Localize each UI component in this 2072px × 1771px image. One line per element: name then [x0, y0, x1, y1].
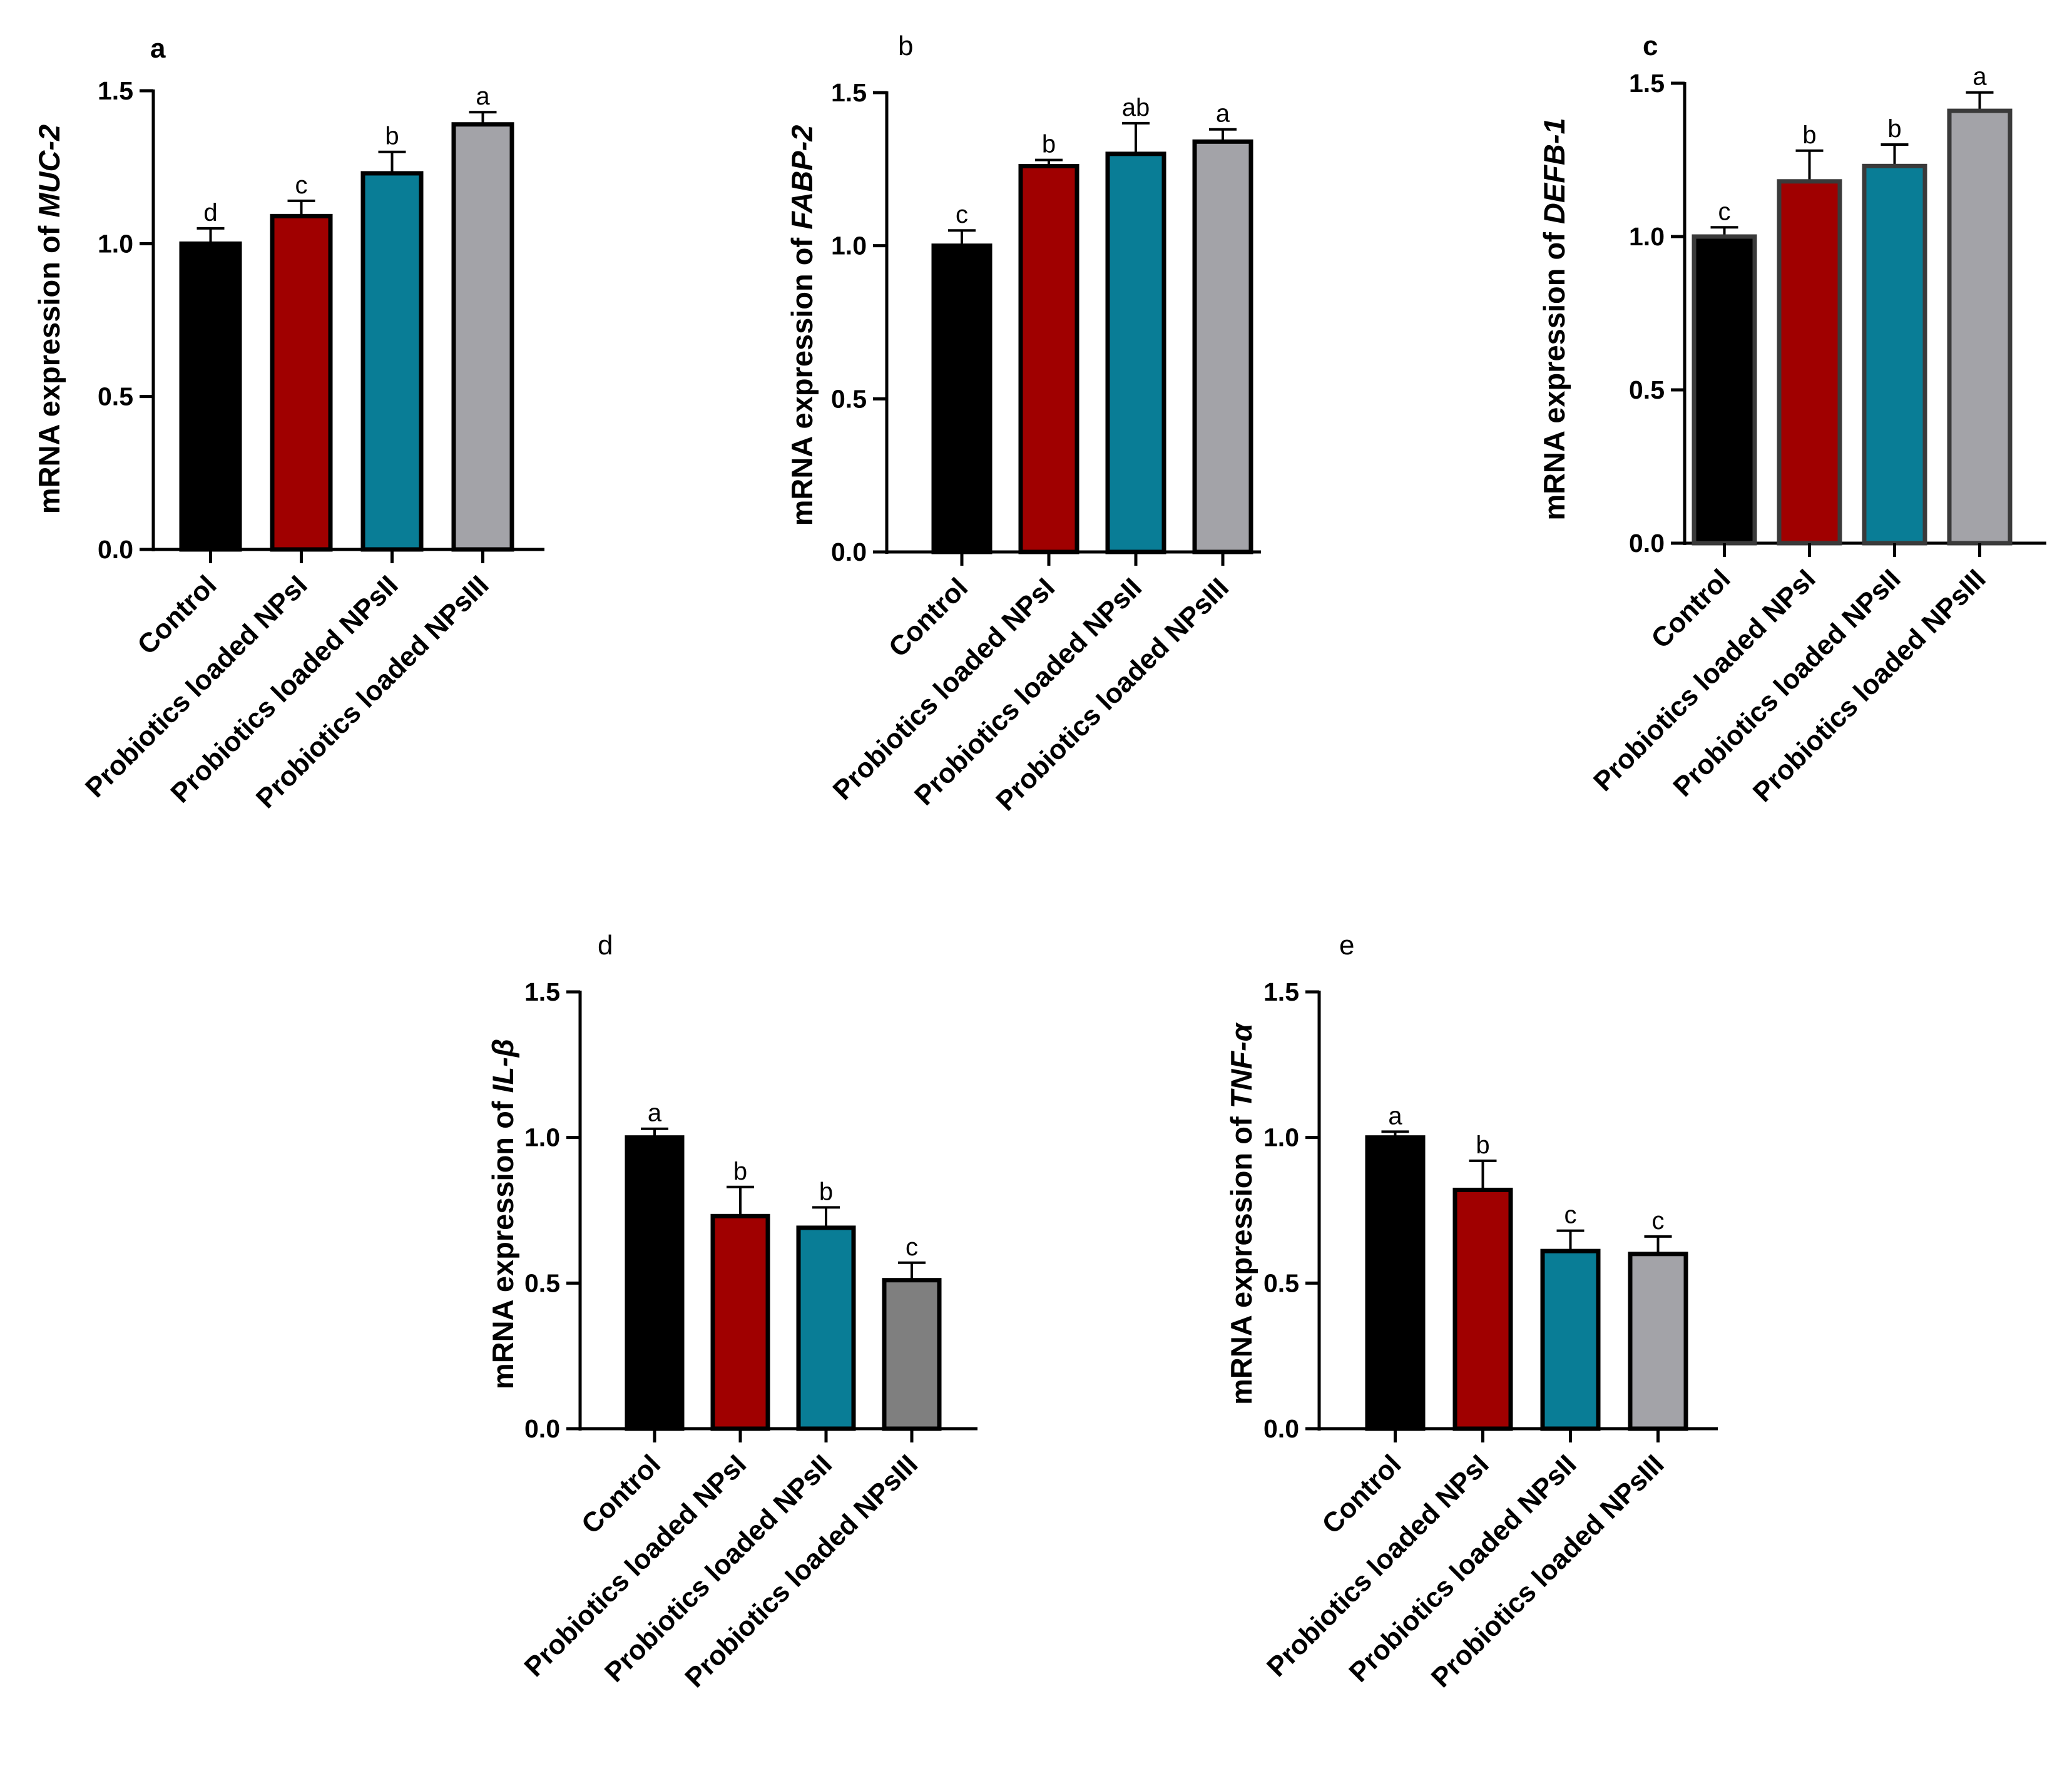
y-tick-label: 1.0 — [1629, 222, 1665, 251]
significance-letter: a — [1972, 63, 1987, 91]
x-tick-label: Control — [1316, 1449, 1407, 1539]
bar — [1862, 163, 1927, 546]
y-tick-label: 0.5 — [1629, 375, 1665, 404]
significance-letter: c — [1718, 198, 1731, 225]
y-tick-label: 0.0 — [524, 1414, 560, 1443]
y-tick-label: 1.5 — [1629, 69, 1665, 98]
y-axis-title-prefix: mRNA expression of — [785, 230, 819, 526]
y-axis-title-prefix: mRNA expression of — [1538, 224, 1571, 521]
significance-letter: c — [1564, 1202, 1577, 1229]
bar — [451, 122, 514, 552]
y-tick-label: 0.0 — [98, 535, 133, 564]
bar — [625, 1135, 685, 1431]
y-tick-label: 0.5 — [831, 384, 867, 413]
significance-letter: c — [956, 201, 968, 228]
significance-letter: c — [1652, 1207, 1665, 1235]
bar — [796, 1225, 856, 1431]
panel-label: d — [598, 930, 613, 961]
bar — [1947, 108, 2013, 546]
bar — [1628, 1252, 1688, 1431]
y-tick-label: 0.0 — [831, 538, 867, 566]
y-tick-label: 0.5 — [1263, 1268, 1299, 1297]
bar — [1018, 163, 1079, 554]
panel-label: a — [150, 33, 166, 64]
y-axis-title-prefix: mRNA expression of — [33, 218, 66, 514]
significance-letter: b — [819, 1178, 833, 1205]
y-axis-title-prefix: mRNA expression of — [1225, 1108, 1258, 1405]
significance-letter: b — [1042, 131, 1056, 158]
significance-letter: b — [1476, 1131, 1489, 1159]
y-axis-title-gene: TNF-α — [1225, 1022, 1258, 1108]
y-tick-label: 0.5 — [98, 382, 133, 411]
y-axis-title-gene: FABP-2 — [785, 125, 819, 230]
x-tick-label: Control — [883, 572, 974, 663]
bar — [270, 213, 333, 552]
chart-panel-a: a mRNA expression of MUC-2 0.0 0.5 1.0 1.5 d Co… — [33, 33, 544, 814]
x-tick-label: Control — [131, 569, 222, 660]
bar — [710, 1213, 770, 1431]
y-axis-title-gene: MUC-2 — [33, 125, 66, 218]
significance-letter: a — [1388, 1102, 1402, 1130]
y-tick-label: 1.5 — [831, 78, 867, 107]
panel-label: c — [1643, 31, 1658, 61]
bar — [1192, 139, 1253, 554]
y-tick-label: 1.5 — [524, 977, 560, 1006]
y-tick-label: 1.0 — [524, 1123, 560, 1152]
y-axis-title: mRNA expression of IL-β — [486, 1039, 519, 1389]
significance-letter: c — [295, 171, 308, 199]
bar — [179, 241, 242, 552]
y-tick-label: 0.0 — [1263, 1414, 1299, 1443]
y-axis-title: mRNA expression of TNF-α — [1225, 1022, 1258, 1405]
y-axis-title: mRNA expression of MUC-2 — [33, 125, 66, 514]
y-tick-label: 1.0 — [98, 229, 133, 258]
bar — [882, 1278, 942, 1431]
panel-label: e — [1339, 930, 1354, 961]
y-axis-title-gene: DEFB-1 — [1538, 118, 1571, 224]
bar — [1452, 1187, 1513, 1431]
bar — [1692, 234, 1757, 546]
y-tick-label: 0.5 — [524, 1268, 560, 1297]
chart-panel-b: b mRNA expression of FABP-2 0.0 0.5 1.0 1.5 c C… — [785, 31, 1261, 817]
significance-letter: d — [203, 199, 217, 227]
bar — [931, 243, 993, 554]
significance-letter: a — [476, 83, 490, 110]
bar — [1105, 151, 1166, 554]
significance-letter: b — [1802, 121, 1816, 149]
y-tick-label: 1.5 — [1263, 977, 1299, 1006]
significance-letter: ab — [1122, 94, 1150, 121]
bar — [1540, 1248, 1601, 1431]
significance-letter: b — [733, 1158, 747, 1185]
y-axis-title: mRNA expression of DEFB-1 — [1538, 118, 1571, 520]
panel-label: b — [898, 31, 913, 61]
significance-letter: b — [1887, 115, 1901, 143]
significance-letter: c — [906, 1233, 918, 1261]
y-tick-label: 0.0 — [1629, 529, 1665, 558]
bar — [360, 171, 424, 552]
y-axis-title: mRNA expression of FABP-2 — [785, 125, 819, 526]
significance-letter: a — [1216, 100, 1230, 128]
significance-letter: a — [648, 1100, 662, 1127]
y-axis-title-gene: IL-β — [486, 1039, 519, 1093]
y-tick-label: 1.0 — [1263, 1123, 1299, 1152]
y-tick-label: 1.5 — [98, 76, 133, 105]
bar — [1365, 1135, 1426, 1431]
bar — [1777, 179, 1842, 546]
y-axis-title-prefix: mRNA expression of — [486, 1093, 519, 1390]
significance-letter: b — [385, 123, 399, 150]
y-tick-label: 1.0 — [831, 232, 867, 260]
